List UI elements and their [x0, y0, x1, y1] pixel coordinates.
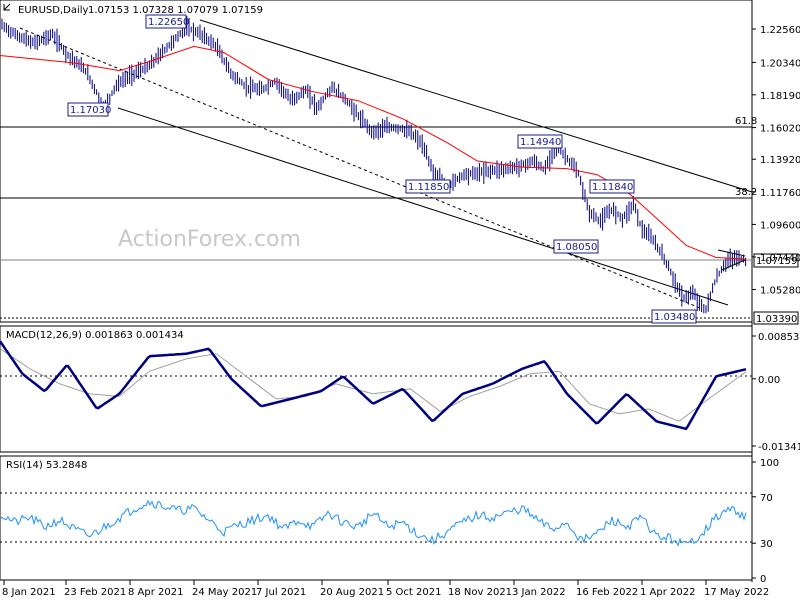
y-tick-label: 70 [760, 493, 773, 504]
y-tick-label: 1.11760 [760, 188, 800, 199]
y-tick-label: 1.05280 [760, 286, 800, 297]
y-tick-label: 1.13920 [760, 155, 800, 166]
x-tick-label: 5 Oct 2021 [386, 587, 441, 598]
x-tick-label: 8 Apr 2021 [128, 587, 183, 598]
x-tick-label: 1 Apr 2022 [640, 587, 695, 598]
x-tick-label: 3 Jan 2022 [512, 587, 566, 598]
sma-line [0, 45, 747, 260]
y-tick-label: 30 [760, 539, 773, 550]
tag-111850: 1.11850 [405, 179, 451, 194]
x-tick-label: 17 May 2022 [704, 587, 769, 598]
y-tick-label: 1.22560 [760, 25, 800, 36]
x-axis: 8 Jan 2021 23 Feb 2021 8 Apr 2021 24 May 20… [2, 580, 769, 598]
svg-text:1.14940: 1.14940 [520, 137, 561, 148]
tag-108050: 1.08050 [553, 239, 599, 254]
macd-title: MACD(12,26,9) 0.001863 0.001434 [6, 330, 184, 341]
upper-channel-line [199, 19, 753, 193]
rsi-title: RSI(14) 53.2848 [6, 460, 87, 471]
tag-122650: 1.22650 [145, 14, 189, 29]
y-tick-label: -0.013411 [758, 442, 800, 453]
macd-panel [0, 325, 753, 453]
tag-117030: 1.17030 [67, 102, 111, 117]
x-tick-label: 24 May 2021 [192, 587, 257, 598]
svg-text:1.08050: 1.08050 [556, 242, 597, 253]
price-panel [0, 0, 753, 323]
y-tick-label: 100 [760, 458, 779, 469]
triangle-pattern [717, 249, 746, 271]
macd-line [0, 340, 747, 431]
svg-text:1.07159: 1.07159 [756, 256, 797, 267]
y-tick-label: 1.16020 [760, 124, 800, 135]
x-tick-label: 20 Aug 2021 [320, 587, 384, 598]
fib-618-label: 61.8 [735, 116, 757, 127]
y-tick-label: 1.07440 [760, 253, 800, 264]
price-bars [1, 16, 747, 314]
price-y-axis: 1.22560 1.20340 1.18190 1.16020 1.13920 1.117… [752, 25, 800, 325]
lower-channel-line [117, 107, 729, 306]
x-tick-label: 18 Nov 2021 [448, 587, 512, 598]
macd-signal-line [0, 348, 747, 422]
macd-y-axis: 0.008537 0.00 -0.013411 [752, 332, 800, 453]
watermark: ActionForex.com [118, 227, 301, 252]
svg-text:1.17030: 1.17030 [70, 105, 111, 116]
current-price-box: 1.07159 [753, 253, 799, 268]
y-tick-text: 1.03390 [756, 314, 797, 325]
y-tick-label: 0.008537 [758, 332, 800, 343]
y-tick-label: 1.09600 [760, 220, 800, 231]
svg-text:1.11850: 1.11850 [408, 182, 449, 193]
x-tick-label: 8 Jan 2021 [2, 587, 56, 598]
svg-text:1.03480: 1.03480 [654, 312, 695, 323]
rsi-panel [0, 455, 753, 581]
x-tick-label: 16 Feb 2022 [576, 587, 638, 598]
y-tick-label: 0 [760, 574, 766, 585]
svg-text:1.22650: 1.22650 [148, 17, 189, 28]
rsi-line [0, 499, 747, 547]
chart-header-ohlc: 1.07153 1.07328 1.07079 1.07159 [88, 5, 263, 16]
fib-382-label: 38.2 [735, 187, 757, 198]
rsi-y-axis: 100 70 30 0 [752, 458, 779, 585]
x-tick-label: 7 Jul 2021 [256, 587, 306, 598]
tag-103480: 1.03480 [651, 309, 697, 324]
collapse-arrow-icon [3, 3, 11, 11]
svg-text:1.11840: 1.11840 [592, 182, 633, 193]
y-tick-label: 1.18190 [760, 91, 800, 102]
dashed-trend-line [19, 27, 701, 309]
y-tick-label: 0.00 [758, 375, 780, 386]
tag-114940: 1.14940 [517, 134, 563, 149]
chart-header-symbol: EURUSD,Daily [18, 5, 89, 16]
tag-111840: 1.11840 [589, 179, 635, 194]
y-tick-label: 1.20340 [760, 58, 800, 69]
x-tick-label: 23 Feb 2021 [64, 587, 126, 598]
y-tick-label: 1.03390 [753, 311, 799, 325]
